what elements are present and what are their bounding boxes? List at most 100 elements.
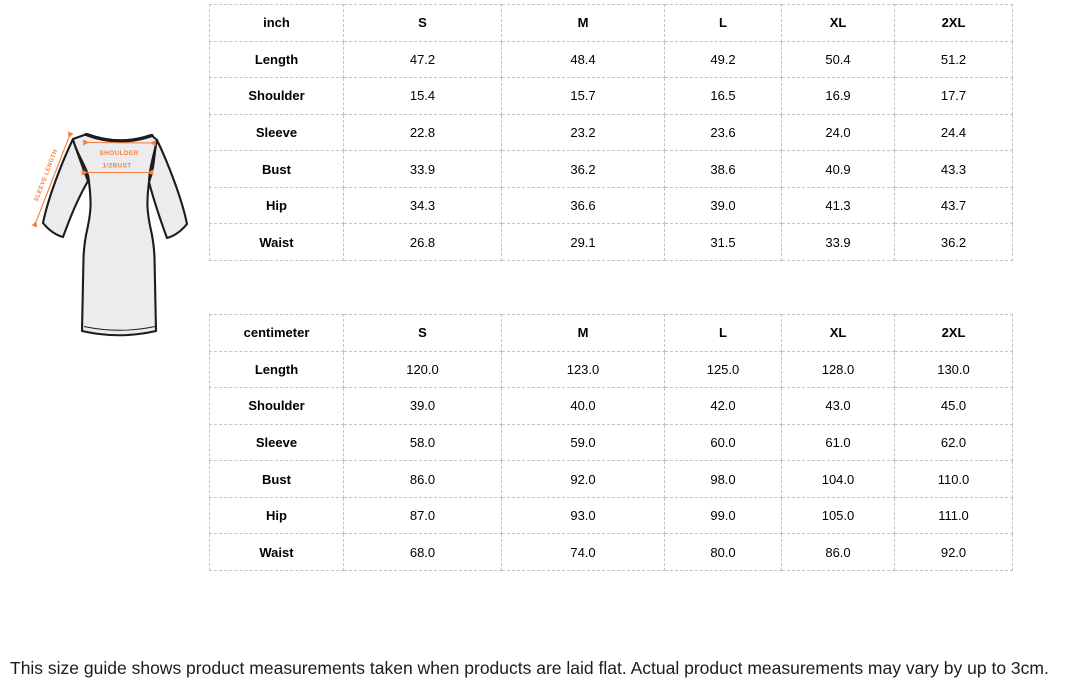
measurement-value-cell: 34.3 [343,186,502,225]
table-row: Sleeve 22.8 23.2 23.6 24.0 24.4 [209,113,1013,152]
measurement-value-cell: 36.2 [894,223,1013,261]
table-row: Waist 26.8 29.1 31.5 33.9 36.2 [209,223,1013,261]
measurement-value-cell: 38.6 [664,150,782,188]
measurement-value-cell: 123.0 [501,350,665,389]
measurement-value-cell: 92.0 [501,460,665,498]
size-header-cell: XL [781,314,895,352]
measurement-label-cell: Sleeve [209,423,344,462]
measurement-value-cell: 60.0 [664,423,782,462]
dress-illustration: SHOULDER 1/2BUST SLEEVE LENGTH [31,131,189,337]
measurement-label-cell: Sleeve [209,113,344,152]
measurement-value-cell: 24.0 [781,113,895,152]
measurement-label-cell: Shoulder [209,387,344,425]
table-row: Bust 33.9 36.2 38.6 40.9 43.3 [209,150,1013,188]
measurement-value-cell: 128.0 [781,350,895,389]
measurement-value-cell: 86.0 [781,533,895,571]
measurement-value-cell: 47.2 [343,40,502,79]
right-sleeve-shape [147,138,189,240]
size-header-cell: M [501,314,665,352]
measurement-value-cell: 61.0 [781,423,895,462]
measurement-value-cell: 105.0 [781,496,895,535]
table-row: Shoulder 39.0 40.0 42.0 43.0 45.0 [209,387,1013,425]
measurement-value-cell: 45.0 [894,387,1013,425]
measurement-value-cell: 33.9 [781,223,895,261]
table-row: Hip 87.0 93.0 99.0 105.0 111.0 [209,496,1013,535]
measurement-label-cell: Waist [209,533,344,571]
measurement-value-cell: 120.0 [343,350,502,389]
sleeve-length-measure-arrow [31,131,74,228]
measurement-value-cell: 43.3 [894,150,1013,188]
table-row: Waist 68.0 74.0 80.0 86.0 92.0 [209,533,1013,571]
measurement-value-cell: 49.2 [664,40,782,79]
table-row: Hip 34.3 36.6 39.0 41.3 43.7 [209,186,1013,225]
measurement-value-cell: 31.5 [664,223,782,261]
measurement-value-cell: 130.0 [894,350,1013,389]
table-row: Bust 86.0 92.0 98.0 104.0 110.0 [209,460,1013,498]
measurement-value-cell: 62.0 [894,423,1013,462]
table-header-row: centimeter S M L XL 2XL [209,314,1013,352]
measurement-label-cell: Hip [209,496,344,535]
table-row: Length 47.2 48.4 49.2 50.4 51.2 [209,40,1013,79]
table-header-row: inch S M L XL 2XL [209,4,1013,42]
measurement-value-cell: 40.0 [501,387,665,425]
measurement-value-cell: 29.1 [501,223,665,261]
measurement-value-cell: 74.0 [501,533,665,571]
measurement-label-cell: Hip [209,186,344,225]
shoulder-measure-label: SHOULDER [99,150,138,157]
measurement-value-cell: 51.2 [894,40,1013,79]
table-row: Sleeve 58.0 59.0 60.0 61.0 62.0 [209,423,1013,462]
measurement-value-cell: 17.7 [894,77,1013,115]
half-bust-measure-label: 1/2BUST [102,163,131,170]
size-header-cell: S [343,314,502,352]
measurement-value-cell: 26.8 [343,223,502,261]
measurement-value-cell: 92.0 [894,533,1013,571]
measurement-value-cell: 111.0 [894,496,1013,535]
table-row: Length 120.0 123.0 125.0 128.0 130.0 [209,350,1013,389]
inch-size-table: inch S M L XL 2XL Length 47.2 48.4 49.2 … [209,4,1013,261]
measurement-value-cell: 43.7 [894,186,1013,225]
size-guide-footnote: This size guide shows product measuremen… [10,658,1049,678]
measurement-value-cell: 39.0 [664,186,782,225]
size-header-cell: M [501,4,665,42]
dress-body-shape [71,132,159,337]
garment-measurement-diagram: SHOULDER 1/2BUST SLEEVE LENGTH [20,110,200,360]
measurement-label-cell: Length [209,350,344,389]
measurement-value-cell: 87.0 [343,496,502,535]
measurement-label-cell: Waist [209,223,344,261]
unit-header-cell: centimeter [209,314,344,352]
measurement-value-cell: 16.9 [781,77,895,115]
measurement-value-cell: 33.9 [343,150,502,188]
measurement-value-cell: 16.5 [664,77,782,115]
size-header-cell: XL [781,4,895,42]
measurement-value-cell: 39.0 [343,387,502,425]
measurement-label-cell: Length [209,40,344,79]
measurement-value-cell: 110.0 [894,460,1013,498]
measurement-value-cell: 43.0 [781,387,895,425]
measurement-label-cell: Bust [209,460,344,498]
measurement-value-cell: 59.0 [501,423,665,462]
measurement-value-cell: 50.4 [781,40,895,79]
size-header-cell: L [664,314,782,352]
measurement-value-cell: 98.0 [664,460,782,498]
measurement-value-cell: 41.3 [781,186,895,225]
size-header-cell: 2XL [894,4,1013,42]
measurement-value-cell: 80.0 [664,533,782,571]
measurement-value-cell: 15.7 [501,77,665,115]
measurement-value-cell: 36.2 [501,150,665,188]
measurement-value-cell: 93.0 [501,496,665,535]
measurement-value-cell: 48.4 [501,40,665,79]
measurement-value-cell: 36.6 [501,186,665,225]
measurement-value-cell: 22.8 [343,113,502,152]
unit-header-cell: inch [209,4,344,42]
measurement-value-cell: 58.0 [343,423,502,462]
measurement-value-cell: 42.0 [664,387,782,425]
measurement-value-cell: 68.0 [343,533,502,571]
hem-line [83,326,156,331]
size-header-cell: 2XL [894,314,1013,352]
measurement-value-cell: 24.4 [894,113,1013,152]
centimeter-size-table: centimeter S M L XL 2XL Length 120.0 123… [209,314,1013,571]
measurement-value-cell: 40.9 [781,150,895,188]
measurement-value-cell: 15.4 [343,77,502,115]
measurement-value-cell: 125.0 [664,350,782,389]
